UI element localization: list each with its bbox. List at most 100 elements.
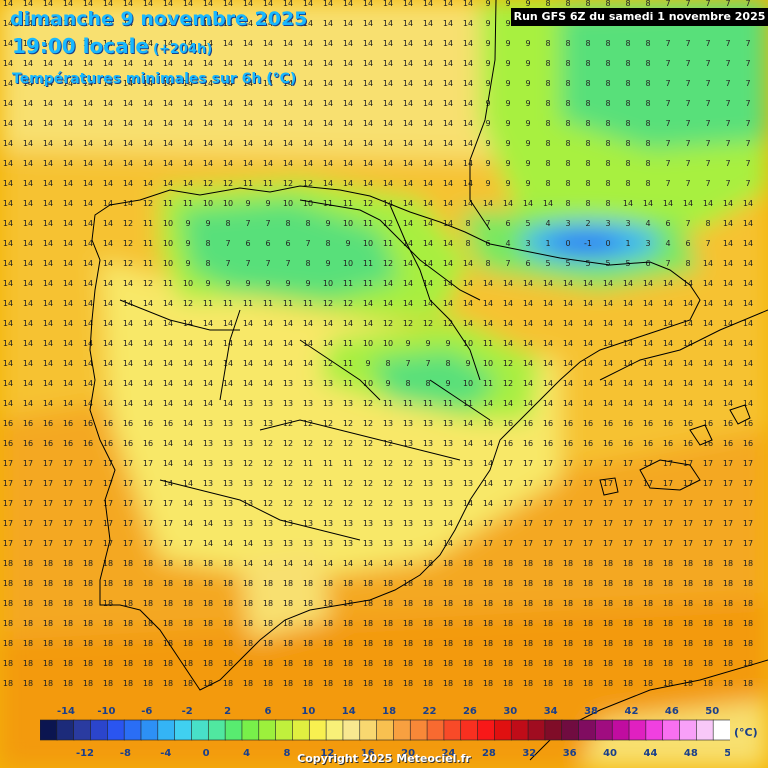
grid-value: 14 [283,119,293,128]
grid-value: 14 [683,199,693,208]
grid-value: 18 [243,599,253,608]
grid-value: 14 [243,139,253,148]
grid-value: 14 [683,399,693,408]
legend-swatch [241,719,260,741]
grid-value: 16 [123,419,133,428]
legend-unit: (°C) [734,726,758,739]
grid-value: 6 [525,259,530,268]
grid-value: 8 [565,199,570,208]
grid-value: 14 [283,339,293,348]
grid-value: 8 [605,119,610,128]
grid-value: 6 [505,219,510,228]
grid-value: 8 [565,79,570,88]
grid-value: 18 [423,619,433,628]
grid-value: 14 [63,239,73,248]
grid-value: 17 [623,519,633,528]
grid-value: 18 [743,559,753,568]
grid-value: 14 [183,359,193,368]
grid-value: 14 [443,179,453,188]
grid-value: 14 [443,199,453,208]
grid-value: 17 [703,539,713,548]
grid-value: 18 [603,619,613,628]
grid-value: 14 [83,79,93,88]
grid-value: 14 [243,19,253,28]
grid-value: 10 [463,379,473,388]
legend-top-labels: -14 -10 -6 -2 2 6 10 14 18 22 26 30 34 38 42 46 50 [57,706,719,717]
grid-value: 14 [103,79,113,88]
grid-value: 14 [263,59,273,68]
grid-value: 12 [383,499,393,508]
grid-value: 14 [123,79,133,88]
grid-value: 14 [103,59,113,68]
grid-value: 18 [203,579,213,588]
grid-value: 14 [363,39,373,48]
grid-value: 13 [423,499,433,508]
grid-value: 14 [603,319,613,328]
grid-value: 14 [583,279,593,288]
grid-value: 14 [323,99,333,108]
grid-value: 18 [223,679,233,688]
grid-value: 7 [405,359,410,368]
grid-value: 17 [503,479,513,488]
grid-value: 14 [3,219,13,228]
grid-value: 14 [23,279,33,288]
legend-tick-label: 16 [361,748,375,759]
grid-value: 17 [703,499,713,508]
grid-value: 18 [523,639,533,648]
grid-value: 18 [63,639,73,648]
grid-value: 9 [525,39,530,48]
grid-value: 14 [243,0,253,8]
grid-value: 11 [363,279,373,288]
grid-value: 18 [3,619,13,628]
grid-value: 9 [525,99,530,108]
grid-value: 18 [143,579,153,588]
grid-value: 16 [63,419,73,428]
grid-value: 14 [603,399,613,408]
grid-value: 14 [23,239,33,248]
grid-value: 6 [245,239,250,248]
grid-value: 14 [323,139,333,148]
grid-value: 14 [263,0,273,8]
grid-value: 14 [43,339,53,348]
grid-value: 14 [183,419,193,428]
grid-value: 13 [343,399,353,408]
grid-value: 18 [583,559,593,568]
grid-value: 8 [585,79,590,88]
grid-value: 18 [303,619,313,628]
grid-value: 8 [545,119,550,128]
grid-value: 7 [725,0,730,8]
grid-value: 18 [263,679,273,688]
grid-value: 16 [163,419,173,428]
grid-value: 14 [243,79,253,88]
grid-value: 9 [505,59,510,68]
grid-value: 14 [163,439,173,448]
grid-value: 14 [283,319,293,328]
grid-value: 18 [743,619,753,628]
grid-value: 8 [545,139,550,148]
grid-value: 18 [83,679,93,688]
grid-value: 18 [463,679,473,688]
grid-value: 14 [23,0,33,8]
grid-value: 14 [683,299,693,308]
grid-value: 14 [223,139,233,148]
grid-value: 18 [503,679,513,688]
grid-value: 14 [483,199,493,208]
grid-value: 12 [323,439,333,448]
grid-value: 18 [683,579,693,588]
grid-value: 18 [483,579,493,588]
grid-value: 14 [363,319,373,328]
grid-value: 8 [545,159,550,168]
grid-value: 18 [403,639,413,648]
grid-value: 13 [403,519,413,528]
grid-value: 13 [423,419,433,428]
grid-value: 14 [63,0,73,8]
grid-value: 18 [503,619,513,628]
grid-value: 18 [603,679,613,688]
grid-value: 9 [205,219,210,228]
grid-value: 13 [403,499,413,508]
grid-value: 18 [323,579,333,588]
grid-value: 14 [163,159,173,168]
grid-value: 14 [463,279,473,288]
grid-value: 12 [283,459,293,468]
grid-value: 9 [505,179,510,188]
